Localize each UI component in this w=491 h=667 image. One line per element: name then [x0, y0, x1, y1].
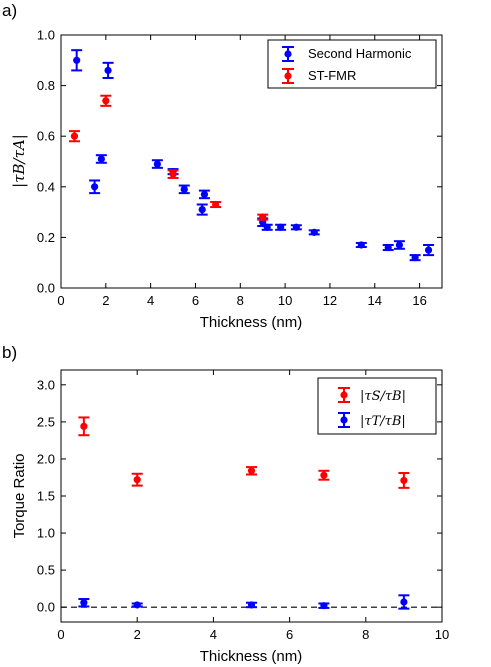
- plot-a-legend-label-0: Second Harmonic: [308, 46, 412, 61]
- plot-a-xtick-label: 10: [278, 293, 292, 308]
- data-point: [80, 599, 88, 607]
- plot-b-xtick-label: 4: [210, 627, 217, 642]
- plot-b-marks: [61, 416, 442, 610]
- data-point: [153, 160, 161, 168]
- legend-marker-dot: [340, 391, 348, 399]
- panel-b-label: b): [2, 343, 17, 362]
- data-point: [424, 246, 433, 254]
- data-point: [292, 223, 300, 231]
- data-point: [97, 155, 105, 163]
- plot-b-xtick-label: 10: [435, 627, 449, 642]
- plot-b-ytick-label: 2.0: [37, 451, 55, 466]
- plot-a-ytick-label: 0.4: [37, 179, 55, 194]
- plot-a-ylabel: |τB/τA|: [10, 134, 28, 188]
- data-point: [133, 601, 141, 609]
- data-point: [180, 185, 188, 193]
- data-point: [200, 190, 209, 198]
- plot-b-legend-label-1: |τT/τB|: [360, 414, 406, 429]
- data-point: [259, 213, 267, 221]
- data-point: [169, 170, 177, 178]
- plot-b-xlabel: Thickness (nm): [200, 648, 303, 665]
- plot-b-ylabel: Torque Ratio: [11, 453, 28, 538]
- data-point: [70, 132, 79, 140]
- legend-marker-dot: [284, 72, 292, 80]
- plot-a-ytick-label: 0.2: [37, 230, 55, 245]
- plot-a-ytick-label: 0.0: [37, 281, 55, 296]
- plot-a-xtick-label: 4: [147, 293, 154, 308]
- legend-marker-dot: [340, 416, 348, 424]
- data-point: [400, 598, 408, 606]
- plot-b-ytick-label: 3.0: [37, 377, 55, 392]
- plot-a-ticks: 0 2 4 6 8 10 12 14 16 0.0 0.2 0.4 0.6 0.8 1.0: [37, 28, 442, 308]
- plot-a-series-0: [71, 49, 435, 262]
- data-point: [133, 476, 141, 484]
- plot-a-series-1: [68, 94, 269, 221]
- panel-a: a) 0 2 4 6 8 10 12 14 16 0.0 0.2 0.4 0.6 0.8 1.0 Thick…: [2, 1, 443, 331]
- plot-a-xtick-label: 6: [192, 293, 199, 308]
- plot-b-ytick-label: 0.5: [37, 563, 55, 578]
- data-point: [320, 602, 328, 610]
- plot-b-xtick-label: 2: [134, 627, 141, 642]
- plot-b-ytick-label: 0.0: [37, 600, 55, 615]
- data-point: [384, 243, 392, 252]
- plot-a-frame: [60, 34, 443, 289]
- plot-a-xtick-label: 8: [237, 293, 244, 308]
- panel-b: b) 0 2 4 6 8 10 0.0 0.5 1.0 1.5 2.0 2.5 3.0 Thicknes…: [2, 343, 449, 665]
- plot-b-xtick-label: 8: [362, 627, 369, 642]
- data-point: [277, 223, 285, 231]
- plot-a-legend-box: [267, 39, 437, 89]
- data-point: [91, 183, 99, 191]
- plot-b-legend-box: [317, 377, 437, 435]
- plot-a-legend: Second Harmonic ST-FMR: [267, 39, 437, 89]
- data-point: [247, 601, 256, 609]
- data-point: [198, 205, 206, 214]
- plot-a-xtick-label: 2: [102, 293, 109, 308]
- data-point: [411, 254, 419, 262]
- plot-a-xlabel: Thickness (nm): [200, 314, 303, 331]
- plot-b-ytick-label: 1.5: [37, 489, 55, 504]
- data-point: [320, 471, 328, 479]
- plot-a-xtick-label: 0: [57, 293, 64, 308]
- data-point: [80, 422, 88, 430]
- plot-a-ytick-label: 0.6: [37, 129, 55, 144]
- plot-b-ticks: 0 2 4 6 8 10 0.0 0.5 1.0 1.5 2.0 2.5 3.0: [37, 370, 449, 642]
- data-point: [395, 241, 404, 249]
- plot-a-ytick-label: 1.0: [37, 28, 55, 43]
- plot-a-ytick-label: 0.8: [37, 78, 55, 93]
- plot-a-xtick-label: 14: [368, 293, 382, 308]
- data-point: [357, 241, 365, 249]
- data-point: [73, 56, 81, 64]
- plot-b-ytick-label: 1.0: [37, 526, 55, 541]
- data-point: [247, 467, 256, 475]
- data-point: [400, 476, 408, 485]
- plot-a-legend-label-1: ST-FMR: [308, 68, 356, 83]
- legend-marker-dot: [284, 50, 292, 58]
- plot-a-xtick-label: 16: [412, 293, 426, 308]
- data-point: [212, 200, 220, 209]
- data-point: [263, 223, 271, 231]
- plot-b-series-0: [78, 416, 410, 489]
- data-point: [104, 66, 112, 75]
- plot-b-ytick-label: 2.5: [37, 414, 55, 429]
- data-point: [102, 97, 110, 105]
- plot-b-legend-label-0: |τS/τB|: [360, 389, 406, 404]
- plot-b-legend: |τS/τB| |τT/τB|: [317, 377, 437, 435]
- panel-a-label: a): [2, 1, 17, 20]
- plot-b-series-1: [78, 594, 410, 610]
- data-point: [310, 228, 318, 236]
- plot-b-xtick-label: 0: [57, 627, 64, 642]
- plot-a-marks: [68, 49, 435, 262]
- plot-b-xtick-label: 6: [286, 627, 293, 642]
- plot-a-xtick-label: 12: [323, 293, 337, 308]
